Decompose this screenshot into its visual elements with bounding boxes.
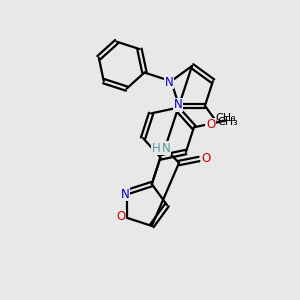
Text: O: O (206, 118, 215, 131)
Text: O: O (117, 210, 126, 224)
Text: O: O (201, 152, 211, 166)
Text: H: H (152, 142, 160, 154)
Text: CH₃: CH₃ (215, 113, 236, 123)
Text: N: N (165, 76, 173, 89)
Text: N: N (174, 98, 182, 111)
Text: N: N (162, 142, 170, 154)
Text: N: N (121, 188, 130, 201)
Text: CH₃: CH₃ (218, 118, 238, 128)
